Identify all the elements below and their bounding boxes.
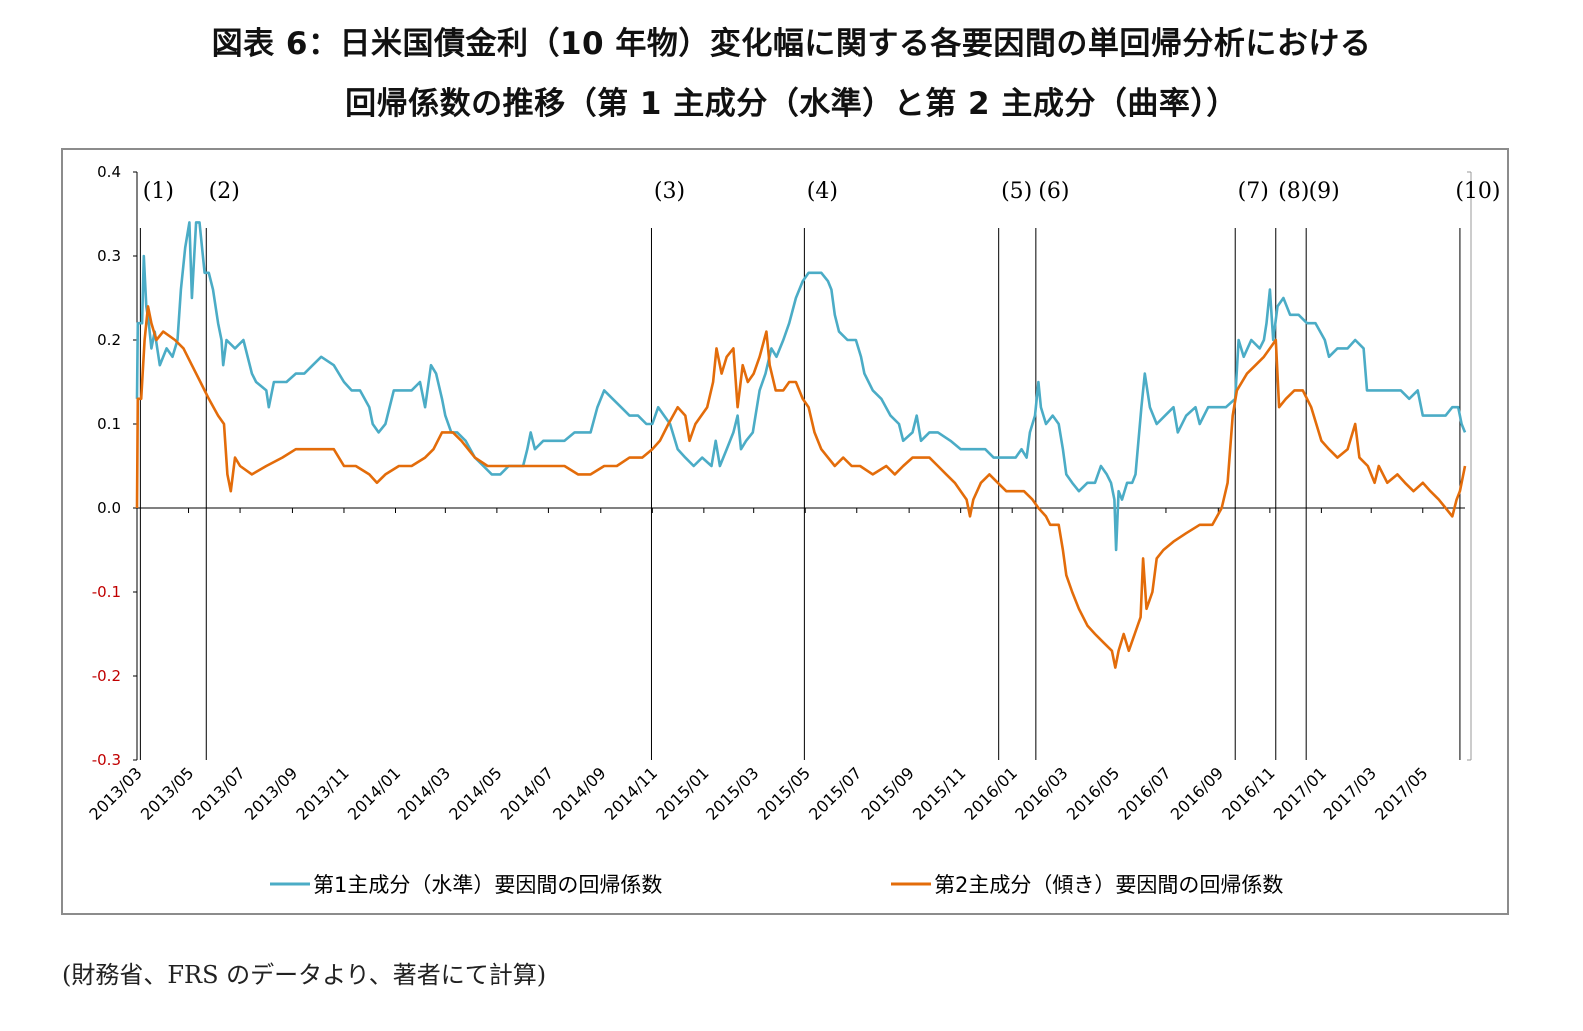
x-tick-label: 2013/05: [137, 763, 197, 823]
x-tick-label: 2015/09: [858, 763, 918, 823]
event-label: (7): [1238, 179, 1269, 204]
y-tick-label: 0.2: [97, 331, 121, 349]
legend-label-1: 第1主成分（水準）要因間の回帰係数: [313, 873, 662, 897]
chart-title-line1: 図表 6：日米国債金利（10 年物）変化幅に関する各要因間の単回帰分析における: [211, 26, 1372, 62]
x-tick-label: 2014/11: [601, 763, 661, 823]
x-tick-label: 2014/05: [445, 763, 505, 823]
chart-frame: 0.4 0.3 0.2 0.1 0.0 -0.1 -0.2 -0.3 2013/03 2013/0…: [61, 148, 1509, 915]
x-tick-label: 2015/05: [754, 763, 814, 823]
event-label: (2): [209, 179, 240, 204]
x-tick-label: 2017/01: [1270, 763, 1330, 823]
y-tick-label: 0.0: [97, 499, 121, 517]
legend-label-2: 第2主成分（傾き）要因間の回帰係数: [934, 873, 1283, 897]
x-tick-label: 2017/05: [1371, 763, 1431, 823]
x-tick-label: 2016/05: [1063, 763, 1123, 823]
x-tick-label: 2013/09: [241, 763, 301, 823]
y-tick-label: -0.2: [92, 667, 121, 685]
x-tick-label: 2013/07: [188, 763, 248, 823]
event-label: (9): [1309, 179, 1340, 204]
event-label: (5): [1001, 179, 1032, 204]
x-tick-label: 2016/11: [1218, 763, 1278, 823]
chart-canvas: 0.40.30.20.10.0-0.1-0.2-0.32013/032013/0…: [85, 163, 1500, 897]
x-tick-label: 2014/07: [497, 763, 557, 823]
x-tick-label: 2016/03: [1011, 763, 1071, 823]
x-tick-label: 2014/01: [344, 763, 404, 823]
x-tick-label: 2017/03: [1320, 763, 1380, 823]
y-tick-label: 0.4: [97, 163, 121, 181]
chart-title-line2: 回帰係数の推移（第 1 主成分（水準）と第 2 主成分（曲率））: [345, 86, 1238, 122]
x-tick-label: 2013/11: [292, 763, 352, 823]
x-tick-label: 2016/09: [1167, 763, 1227, 823]
x-tick-label: 2014/03: [394, 763, 454, 823]
series-line-1: [135, 221, 1467, 552]
event-label: (6): [1038, 179, 1069, 204]
x-tick-label: 2015/01: [652, 763, 712, 823]
y-tick-label: -0.3: [92, 751, 121, 769]
footnote: (財務省、FRS のデータより、著者にて計算): [62, 961, 547, 989]
x-tick-label: 2016/01: [961, 763, 1021, 823]
event-label: (3): [654, 179, 685, 204]
x-tick-label: 2015/03: [702, 763, 762, 823]
x-tick-label: 2013/03: [85, 763, 145, 823]
event-label: (10): [1455, 179, 1500, 204]
x-tick-label: 2014/09: [549, 763, 609, 823]
x-tick-label: 2016/07: [1114, 763, 1174, 823]
y-tick-label: 0.1: [97, 415, 121, 433]
event-label: (1): [143, 179, 174, 204]
y-tick-label: 0.3: [97, 247, 121, 265]
series-line-2: [135, 305, 1467, 669]
x-tick-label: 2015/11: [909, 763, 969, 823]
x-tick-label: 2015/07: [805, 763, 865, 823]
event-label: (4): [807, 179, 838, 204]
y-tick-label: -0.1: [92, 583, 121, 601]
event-label: (8): [1278, 179, 1309, 204]
